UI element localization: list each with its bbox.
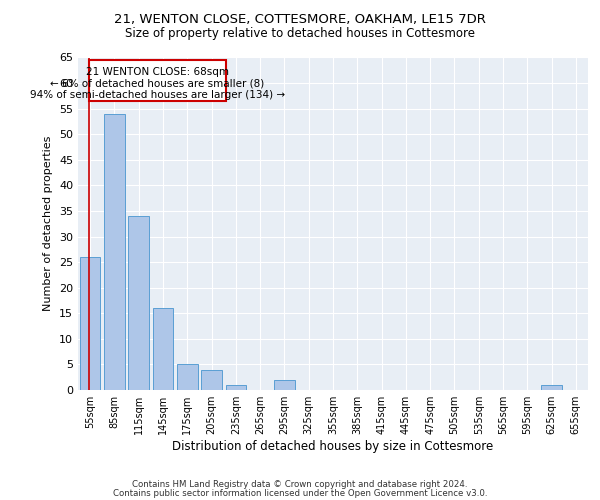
Bar <box>89 60 226 101</box>
Text: 94% of semi-detached houses are larger (134) →: 94% of semi-detached houses are larger (… <box>30 90 285 100</box>
Bar <box>80 257 100 390</box>
Bar <box>201 370 222 390</box>
Bar <box>274 380 295 390</box>
Y-axis label: Number of detached properties: Number of detached properties <box>43 136 53 312</box>
Bar <box>104 114 125 390</box>
Text: Contains HM Land Registry data © Crown copyright and database right 2024.: Contains HM Land Registry data © Crown c… <box>132 480 468 489</box>
Text: 21, WENTON CLOSE, COTTESMORE, OAKHAM, LE15 7DR: 21, WENTON CLOSE, COTTESMORE, OAKHAM, LE… <box>114 12 486 26</box>
Text: Size of property relative to detached houses in Cottesmore: Size of property relative to detached ho… <box>125 28 475 40</box>
Text: 21 WENTON CLOSE: 68sqm: 21 WENTON CLOSE: 68sqm <box>86 66 229 76</box>
Text: ← 6% of detached houses are smaller (8): ← 6% of detached houses are smaller (8) <box>50 78 265 88</box>
Bar <box>177 364 197 390</box>
X-axis label: Distribution of detached houses by size in Cottesmore: Distribution of detached houses by size … <box>172 440 494 453</box>
Bar <box>226 385 246 390</box>
Bar <box>541 385 562 390</box>
Bar <box>128 216 149 390</box>
Bar <box>152 308 173 390</box>
Text: Contains public sector information licensed under the Open Government Licence v3: Contains public sector information licen… <box>113 489 487 498</box>
